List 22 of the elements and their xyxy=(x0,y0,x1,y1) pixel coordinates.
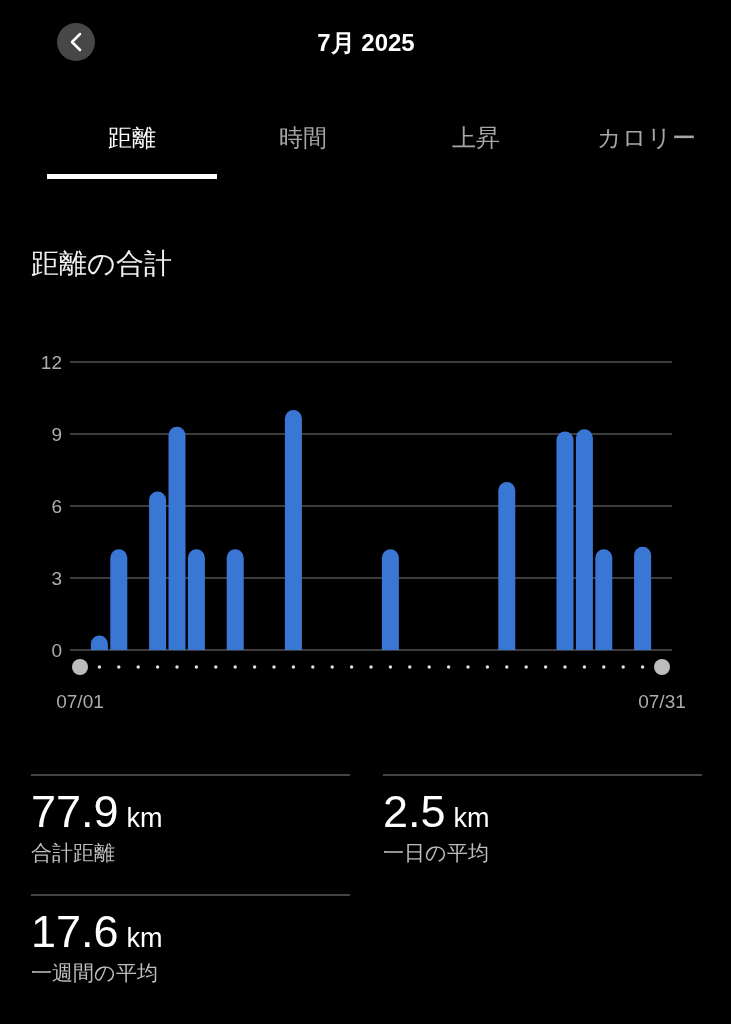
tab-label: カロリー xyxy=(596,124,696,151)
stat-unit: km xyxy=(126,803,163,833)
stat-value: 17.6 xyxy=(31,906,119,957)
tab-label: 上昇 xyxy=(452,124,500,151)
stat-unit: km xyxy=(453,803,490,833)
stat-value: 77.9 xyxy=(31,786,119,837)
y-tick-label: 6 xyxy=(51,495,62,517)
y-tick-label: 12 xyxy=(40,351,62,373)
stat-unit: km xyxy=(126,923,163,953)
tab-label: 時間 xyxy=(279,124,327,151)
tab-label: 距離 xyxy=(108,124,156,151)
title: 7月 2025 xyxy=(317,29,415,56)
stat-caption: 一週間の平均 xyxy=(31,961,158,984)
stat-caption: 合計距離 xyxy=(31,841,115,864)
y-tick-label: 3 xyxy=(51,567,62,589)
stat-value: 2.5 xyxy=(383,786,446,837)
subtitle: 距離の合計 xyxy=(31,248,172,279)
y-tick-label: 9 xyxy=(51,423,62,445)
x-tick-label: 07/01 xyxy=(56,691,104,712)
y-tick-label: 0 xyxy=(51,639,62,661)
x-tick-label: 07/31 xyxy=(638,691,686,712)
stat-caption: 一日の平均 xyxy=(383,841,489,864)
